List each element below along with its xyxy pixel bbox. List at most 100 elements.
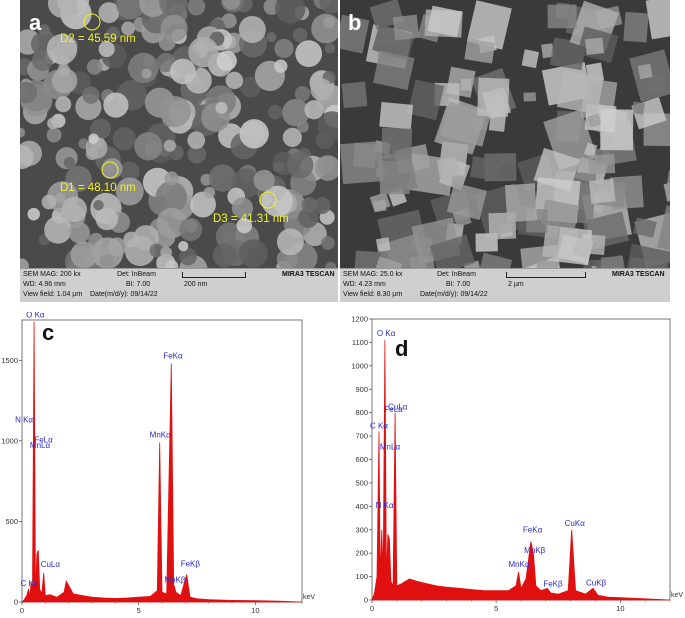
y-tick-label: 100	[355, 572, 368, 581]
detector: Det: InBeam	[117, 271, 156, 278]
peak-label: MnKβ	[164, 575, 185, 584]
crystal-block	[464, 38, 496, 64]
nanoparticle	[240, 76, 261, 98]
nanoparticle	[276, 228, 304, 256]
nanoparticle	[103, 92, 129, 118]
nanoparticle	[88, 133, 99, 144]
peak-label: FeLα	[384, 405, 403, 414]
peak-label: C Kα	[21, 579, 39, 588]
peak-label: O Kα	[377, 329, 396, 338]
nanoparticle	[160, 96, 191, 127]
crystal-block	[381, 127, 413, 159]
nanoparticle	[57, 63, 71, 77]
working-distance: WD: 4.96 mm	[23, 281, 66, 288]
peak-label: C Kα	[370, 421, 388, 430]
nanoparticle	[274, 38, 294, 59]
eds-panel-c: 0 5 10 0 500 1000 1500 keV C Kα N Kα O Kα FeLα MnLα C…	[0, 312, 340, 618]
crystal-block	[645, 0, 670, 40]
crystal-block	[340, 14, 370, 54]
peak-label: CuLα	[388, 403, 408, 412]
crystal-block	[540, 199, 580, 231]
y-tick-label: 0	[364, 596, 368, 605]
nanoparticle	[63, 157, 76, 169]
nanoparticle	[216, 50, 237, 71]
nanoparticle	[282, 127, 302, 147]
acquisition-date: Date(m/d/y): 09/14/22	[90, 291, 158, 298]
nanoparticle	[160, 14, 188, 42]
peak-label: MnLα	[30, 441, 51, 450]
nanoparticle	[47, 0, 78, 19]
nanoparticle	[99, 254, 114, 269]
nanoparticle	[51, 67, 78, 94]
crystal-block	[572, 237, 593, 259]
crystal-block	[556, 70, 604, 115]
bi-value: BI: 7.00	[126, 281, 151, 288]
y-tick-label: 1500	[1, 356, 18, 365]
x-tick-label: 5	[137, 606, 141, 615]
spectrum-area	[21, 321, 303, 603]
nanoparticle	[20, 127, 26, 138]
nanoparticle	[133, 225, 159, 251]
nanoparticle	[179, 247, 197, 266]
crystal-block	[436, 156, 460, 180]
peak-label: MnKβ	[524, 546, 545, 555]
nanoparticle	[141, 68, 152, 79]
nanoparticle	[212, 243, 237, 268]
crystal-block	[379, 102, 414, 130]
nanoparticle	[311, 13, 338, 44]
crystal-block	[631, 101, 646, 115]
x-tick-label: 5	[494, 604, 498, 613]
nanoparticle	[225, 71, 244, 90]
nanoparticle	[188, 36, 219, 68]
nanoparticle	[282, 98, 310, 127]
nanoparticle	[324, 43, 336, 54]
panel-letter-b: b	[348, 10, 362, 35]
measurement-marker	[83, 13, 101, 31]
sem-infobar-b: SEM MAG: 25.0 kx Det: InBeam WD: 4.23 mm…	[340, 268, 670, 302]
nanoparticle	[68, 222, 90, 244]
crystal-block	[407, 79, 445, 121]
nanoparticle	[116, 0, 146, 20]
peak-label: CuKβ	[586, 578, 607, 587]
peak-label: FeKβ	[543, 579, 563, 588]
nanoparticle	[266, 32, 277, 43]
sem-panel-a: a D2 = 45.59 nm D1 = 48.10 nm D3 = 41.31…	[20, 0, 338, 302]
nanoparticle	[38, 24, 50, 36]
nanoparticle	[20, 145, 34, 170]
nanoparticle	[187, 0, 206, 16]
crystal-block	[469, 156, 501, 182]
nanoparticle	[41, 194, 57, 210]
crystal-block	[583, 142, 598, 158]
crystal-block	[549, 37, 587, 71]
nanoparticle	[267, 104, 283, 120]
nanoparticle	[295, 40, 323, 68]
crystal-block	[429, 234, 476, 275]
crystal-block	[466, 0, 512, 50]
bi-value: BI: 7.00	[446, 281, 471, 288]
y-tick-label: 800	[355, 408, 368, 417]
nanoparticle	[112, 127, 136, 151]
y-tick-label: 500	[355, 478, 368, 487]
nanoparticle	[261, 185, 293, 217]
nanoparticle	[239, 239, 268, 268]
nanoparticle	[55, 96, 72, 113]
nanoparticle	[115, 177, 144, 206]
peak-label: FeLα	[34, 435, 53, 444]
nanoparticle	[310, 78, 333, 101]
y-tick-label: 500	[5, 517, 18, 526]
sem-image-a	[20, 0, 338, 302]
eds-chart-d: 0 5 10010020030040050060070080090010001100…	[351, 315, 683, 614]
nanoparticle	[178, 241, 189, 252]
peak-label: N Kα	[376, 501, 394, 510]
nanoparticle	[296, 120, 309, 133]
peak-label: MnLα	[380, 442, 401, 451]
nanoparticle	[123, 231, 140, 248]
nanoparticle	[221, 13, 237, 29]
nanoparticle	[70, 241, 98, 269]
nanoparticle	[46, 127, 62, 143]
crystal-block	[376, 150, 418, 195]
nanoparticle	[292, 27, 308, 43]
crystal-block	[623, 11, 649, 43]
y-tick-label: 1200	[351, 315, 368, 324]
